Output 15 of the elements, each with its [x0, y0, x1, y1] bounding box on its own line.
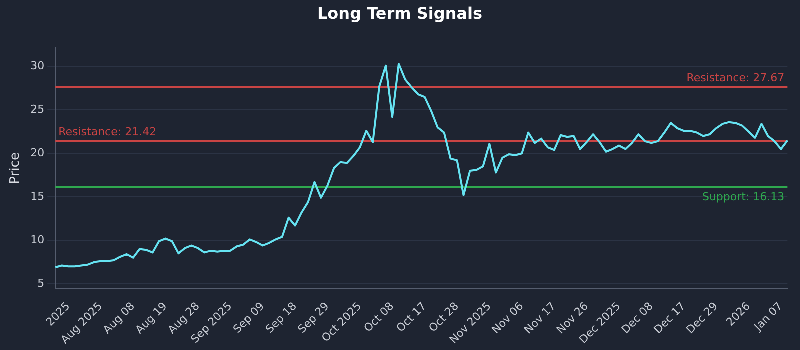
ref-line-label: Support: 16.13	[702, 190, 785, 204]
y-tick-label: 20	[30, 146, 45, 160]
y-tick-label: 10	[30, 233, 45, 246]
chart-title: Long Term Signals	[316, 3, 484, 25]
x-tick-label: Oct 17	[394, 300, 430, 335]
y-tick-label: 5	[38, 276, 45, 290]
y-tick-label: 25	[30, 103, 45, 116]
ref-line-label: Resistance: 27.67	[686, 71, 785, 84]
x-tick-label: Oct 08	[362, 300, 397, 335]
ref-line-label: Resistance: 21.42	[58, 126, 157, 139]
x-tick-label: Jan 07	[751, 300, 786, 334]
x-tick-label: Dec 29	[684, 300, 721, 336]
y-tick-label: 30	[30, 60, 45, 73]
y-axis-title: Price	[8, 152, 24, 184]
y-tick-label: 15	[30, 190, 45, 203]
